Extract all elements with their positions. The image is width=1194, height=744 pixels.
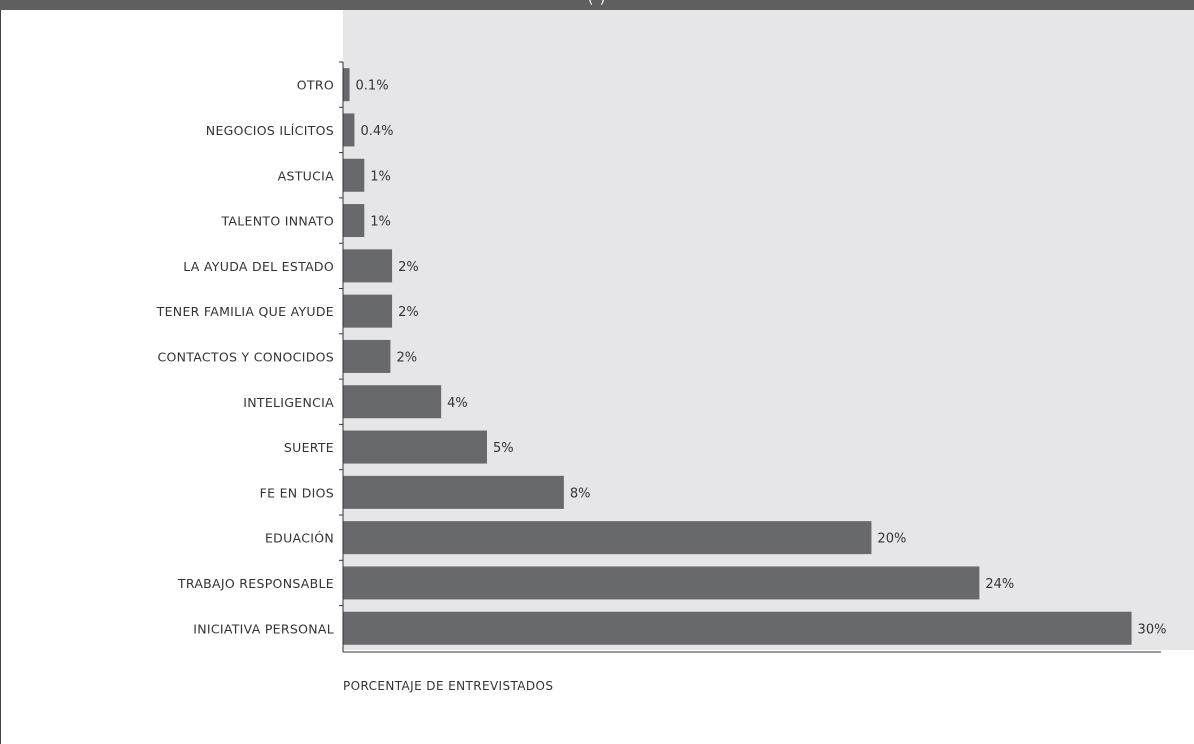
value-label: 1% <box>370 215 391 230</box>
category-labels-group: OTRO NEGOCIOS ILÍCITOS ASTUCIA TALENTO INNA… <box>156 78 334 637</box>
category-label: NEGOCIOS ILÍCITOS <box>206 123 334 138</box>
value-label: 2% <box>396 350 417 365</box>
value-label: 2% <box>398 260 419 275</box>
category-label: SUERTE <box>284 440 334 455</box>
category-label: TENER FAMILIA QUE AYUDE <box>156 304 334 319</box>
category-label: ASTUCIA <box>278 168 334 183</box>
bars-group <box>343 68 1132 645</box>
bar <box>343 294 393 328</box>
value-label: 1% <box>370 169 391 184</box>
category-label: LA AYUDA DEL ESTADO <box>183 259 334 274</box>
bar <box>343 430 487 464</box>
bar <box>343 475 564 509</box>
value-labels-group: 0.1% 0.4% 1% 1% 2% 2% 2% 4% 5% 8% 20% 24% 30% <box>356 79 1167 638</box>
value-label: 2% <box>398 305 419 320</box>
category-label: INTELIGENCIA <box>243 395 334 410</box>
value-label: 4% <box>447 396 468 411</box>
bar <box>343 611 1132 645</box>
bar <box>343 249 393 283</box>
category-label: FE EN DIOS <box>260 485 334 500</box>
category-label: OTRO <box>297 78 334 93</box>
value-label: 5% <box>493 441 514 456</box>
value-label: 0.4% <box>360 124 393 139</box>
x-axis-title: PORCENTAJE DE ENTREVISTADOS <box>343 679 553 693</box>
value-label: 30% <box>1138 622 1167 637</box>
chart-title-fragment: ( ) <box>0 0 1194 7</box>
category-label: EDUACIÓN <box>265 531 334 546</box>
bar <box>343 113 355 147</box>
bar <box>343 339 391 373</box>
value-label: 20% <box>877 532 906 547</box>
value-label: 24% <box>985 577 1014 592</box>
value-label: 0.1% <box>356 79 389 94</box>
bar <box>343 68 350 102</box>
category-label: TRABAJO RESPONSABLE <box>177 576 334 591</box>
axes-group <box>339 61 1161 653</box>
left-frame-border <box>0 10 1 744</box>
bar <box>343 566 980 600</box>
bar <box>343 521 872 555</box>
top-title-bar: ( ) <box>0 0 1194 10</box>
bar <box>343 204 365 238</box>
category-label: INICIATIVA PERSONAL <box>193 621 334 636</box>
bar <box>343 158 365 192</box>
value-label: 8% <box>570 486 591 501</box>
category-label: TALENTO INNATO <box>220 214 334 229</box>
bar <box>343 385 442 419</box>
category-label: CONTACTOS Y CONOCIDOS <box>157 349 334 364</box>
